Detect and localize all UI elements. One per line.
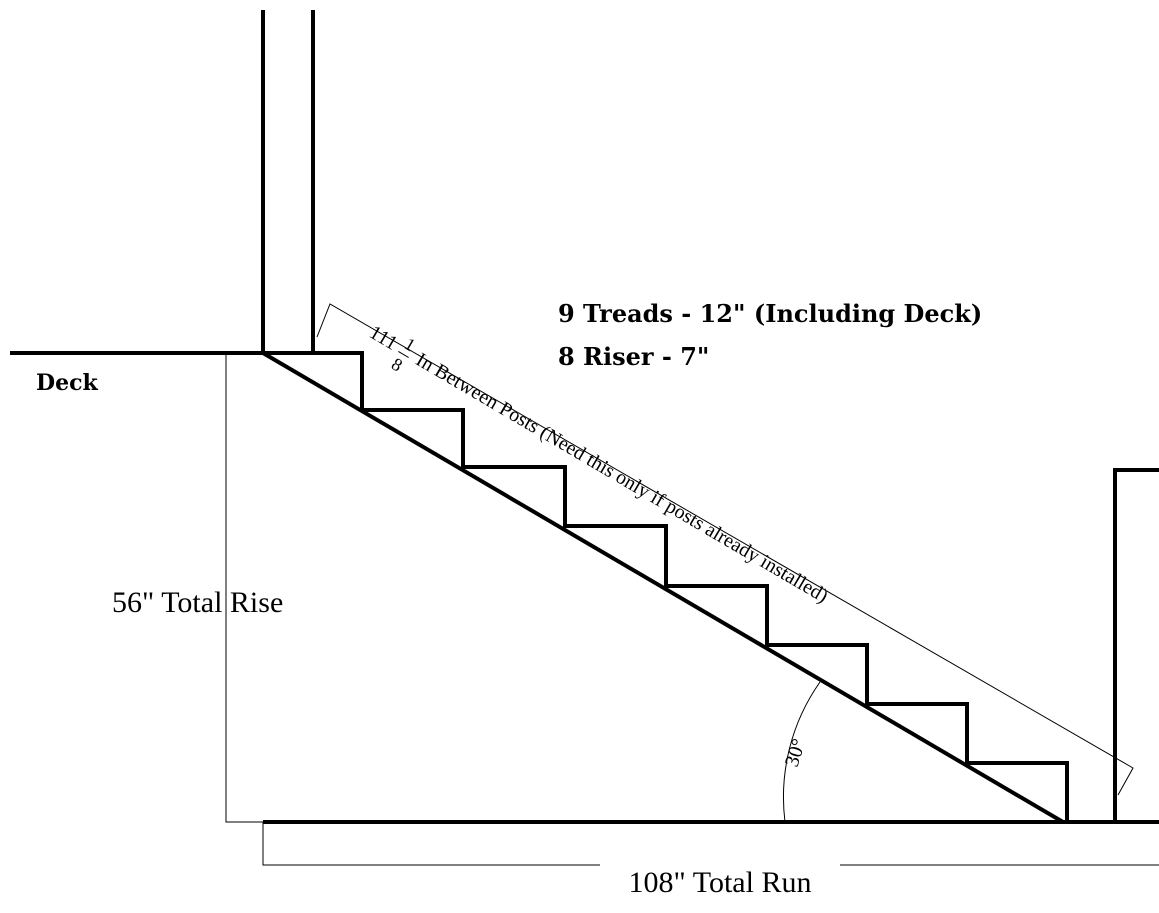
run-dimension-left <box>262 822 600 866</box>
rise-label: 56" Total Rise <box>112 586 283 619</box>
treads-label: 9 Treads - 12" (Including Deck) <box>558 299 982 328</box>
dimensions <box>225 303 1159 866</box>
post-dimension <box>316 303 1134 796</box>
lower-post <box>1113 468 1159 822</box>
angle-arc <box>782 681 821 823</box>
deck-label: Deck <box>36 370 98 396</box>
steps <box>263 351 1069 822</box>
fraction-bar <box>398 351 409 358</box>
rise-dimension <box>225 352 263 823</box>
stringer <box>261 351 1065 824</box>
structure <box>10 10 1159 824</box>
run-label: 108" Total Run <box>629 866 812 899</box>
risers-label: 8 Riser - 7" <box>558 342 709 371</box>
